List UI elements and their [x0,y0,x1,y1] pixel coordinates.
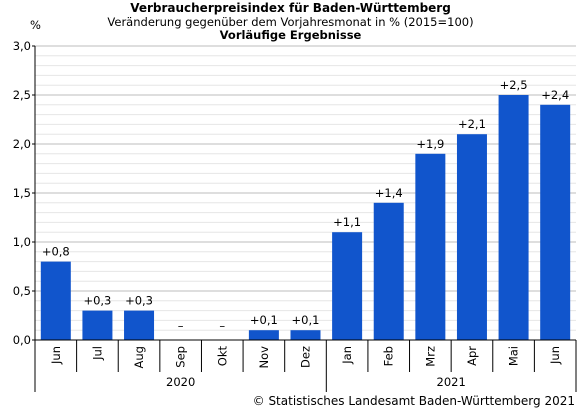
bar-apr [456,134,487,340]
x-tick-label: Nov [257,346,271,369]
y-tick-label: 1,0 [13,235,31,249]
y-tick-label: 3,0 [13,39,31,53]
bar-mrz [415,153,446,340]
data-label: +0,8 [42,245,70,259]
data-label: +2,1 [458,117,486,131]
x-tick-label: Mrz [423,346,437,367]
chart-title: Verbraucherpreisindex für Baden-Württemb… [130,1,451,15]
data-label: – [178,319,184,333]
x-tick-label: Jul [90,346,104,361]
chart-subtitle: Veränderung gegenüber dem Vorjahresmonat… [107,15,474,29]
group-label-2020: 2020 [166,375,195,389]
bar-jul [82,310,113,340]
x-tick-label: Sep [174,346,188,368]
data-label: +0,3 [83,294,111,308]
y-tick-label: 2,5 [13,88,31,102]
bar-mai [498,95,529,340]
bar-nov [248,330,279,340]
bar-feb [373,202,404,340]
copyright-note: © Statistisches Landesamt Baden-Württemb… [252,394,575,408]
y-axis-unit: % [30,18,41,32]
bar-jun [540,104,571,340]
data-label: +0,1 [250,313,278,327]
x-tick-label: Dez [299,346,313,368]
x-tick-label: Mai [507,346,521,366]
data-label: – [219,319,225,333]
data-label: +0,1 [292,313,320,327]
x-tick-label: Jun [49,346,63,365]
bar-jan [332,232,363,340]
data-label: +2,5 [500,78,528,92]
x-tick-label: Apr [465,346,479,366]
bar-jun [40,261,71,340]
data-label: +2,4 [541,88,569,102]
y-tick-label: 2,0 [13,137,31,151]
chart-subtitle-preliminary: Vorläufige Ergebnisse [219,28,362,42]
y-tick-label: 1,5 [13,186,31,200]
x-tick-label: Aug [132,346,146,368]
data-label: +1,4 [375,186,403,200]
bar-dez [290,330,321,340]
y-tick-label: 0,5 [13,284,31,298]
x-tick-label: Jan [340,346,354,365]
x-tick-label: Feb [382,346,396,366]
y-tick-label: 0,0 [13,333,31,347]
data-label: +1,9 [416,137,444,151]
bar-aug [124,310,155,340]
chart-title-block: Verbraucherpreisindex für Baden-Württemb… [0,2,581,42]
x-tick-label: Jun [548,346,562,365]
data-label: +0,3 [125,294,153,308]
group-label-2021: 2021 [437,375,466,389]
x-tick-label: Okt [215,346,229,367]
data-label: +1,1 [333,215,361,229]
